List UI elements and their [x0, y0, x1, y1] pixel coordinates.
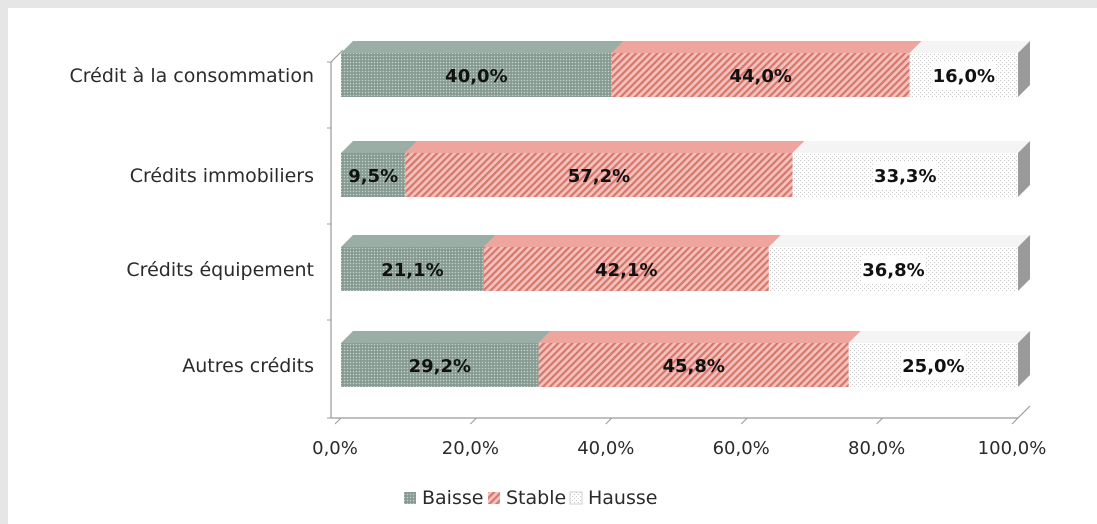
bar-autres-credits-baisse-top [341, 331, 551, 343]
bar-credits-equipement-side [1018, 235, 1030, 291]
data-label: 9,5% [348, 166, 398, 187]
legend: Baisse Stable Hausse [404, 487, 657, 509]
data-label-bg [873, 161, 937, 189]
legend-label-stable: Stable [506, 487, 566, 509]
axes [327, 49, 1031, 425]
data-label-bg [932, 61, 996, 89]
bar-credit-a-la-consommation-baisse [341, 53, 612, 97]
legend-label-hausse: Hausse [588, 487, 657, 509]
data-label-bg [861, 255, 925, 283]
bar-credits-immobiliers-baisse-top [341, 141, 418, 153]
data-label: 33,3% [874, 166, 936, 187]
data-label: 57,2% [568, 166, 630, 187]
bar-credit-a-la-consommation-hausse-top [909, 41, 1030, 53]
legend-label-baisse: Baisse [422, 487, 483, 509]
data-label: 42,1% [595, 260, 657, 281]
data-label: 25,0% [902, 356, 964, 377]
legend-swatch-baisse [404, 492, 416, 504]
x-axis-tick-3 [740, 417, 748, 425]
legend-swatch-stable [488, 492, 500, 504]
bar-credit-a-la-consommation-side [1018, 41, 1030, 97]
data-label: 16,0% [933, 66, 995, 87]
bar-credit-a-la-consommation-stable [611, 53, 910, 97]
x-axis-tick-4 [876, 417, 883, 425]
bar-autres-credits-stable-top [538, 331, 861, 343]
data-label: 29,2% [409, 356, 471, 377]
x-tick-label: 20,0% [442, 438, 499, 459]
bar-credits-equipement-baisse-top [341, 235, 496, 247]
bar-credits-equipement-hausse-top [768, 235, 1030, 247]
bar-credits-equipement-baisse [341, 247, 484, 291]
data-label: 45,8% [662, 356, 724, 377]
bar-credits-immobiliers-stable [405, 153, 793, 197]
data-label: 40,0% [445, 66, 507, 87]
data-label-bg [901, 351, 965, 379]
bar-autres-credits-baisse [341, 343, 539, 387]
data-label: 21,1% [381, 260, 443, 281]
x-tick-label: 80,0% [848, 438, 905, 459]
bar-autres-credits-side [1018, 331, 1030, 387]
data-label: 36,8% [862, 260, 924, 281]
bar-autres-credits-stable [538, 343, 849, 387]
x-axis-tick-0 [334, 417, 342, 425]
category-label: Crédit à la consommation [69, 65, 314, 87]
bar-credits-immobiliers-side [1018, 141, 1030, 197]
bars [341, 41, 1030, 387]
bar-credit-a-la-consommation-stable-top [611, 41, 922, 53]
y-axis-depth [330, 49, 344, 63]
labels: 0,0% 20,0% 40,0% 60,0% 80,0% 100,0% Crédit à l… [69, 61, 1046, 459]
bar-credits-equipement-stable-top [483, 235, 781, 247]
bar-credits-equipement-stable [483, 247, 769, 291]
x-axis-tick-5 [1011, 417, 1019, 425]
category-label: Crédits immobiliers [130, 165, 314, 187]
legend-swatch-hausse [569, 491, 583, 505]
category-label: Autres crédits [182, 355, 314, 377]
x-tick-label: 60,0% [713, 438, 770, 459]
bar-credits-immobiliers-baisse [341, 153, 406, 197]
x-tick-label: 100,0% [978, 438, 1047, 459]
x-tick-label: 0,0% [312, 438, 358, 459]
x-axis-tick-2 [605, 417, 613, 425]
bar-autres-credits-hausse-top [848, 331, 1030, 343]
x-axis-depth [1017, 405, 1031, 419]
bar-credits-immobiliers-hausse-top [792, 141, 1030, 153]
stacked-bar-chart: 0,0% 20,0% 40,0% 60,0% 80,0% 100,0% Crédit à l… [69, 41, 1046, 509]
x-tick-label: 40,0% [577, 438, 634, 459]
x-axis-tick-1 [470, 417, 477, 425]
chart-panel: 0,0% 20,0% 40,0% 60,0% 80,0% 100,0% Crédit à l… [8, 8, 1097, 524]
bar-credit-a-la-consommation-baisse-top [341, 41, 624, 53]
bar-credits-immobiliers-stable-top [405, 141, 805, 153]
category-label: Crédits équipement [126, 259, 314, 281]
data-label: 44,0% [730, 66, 792, 87]
